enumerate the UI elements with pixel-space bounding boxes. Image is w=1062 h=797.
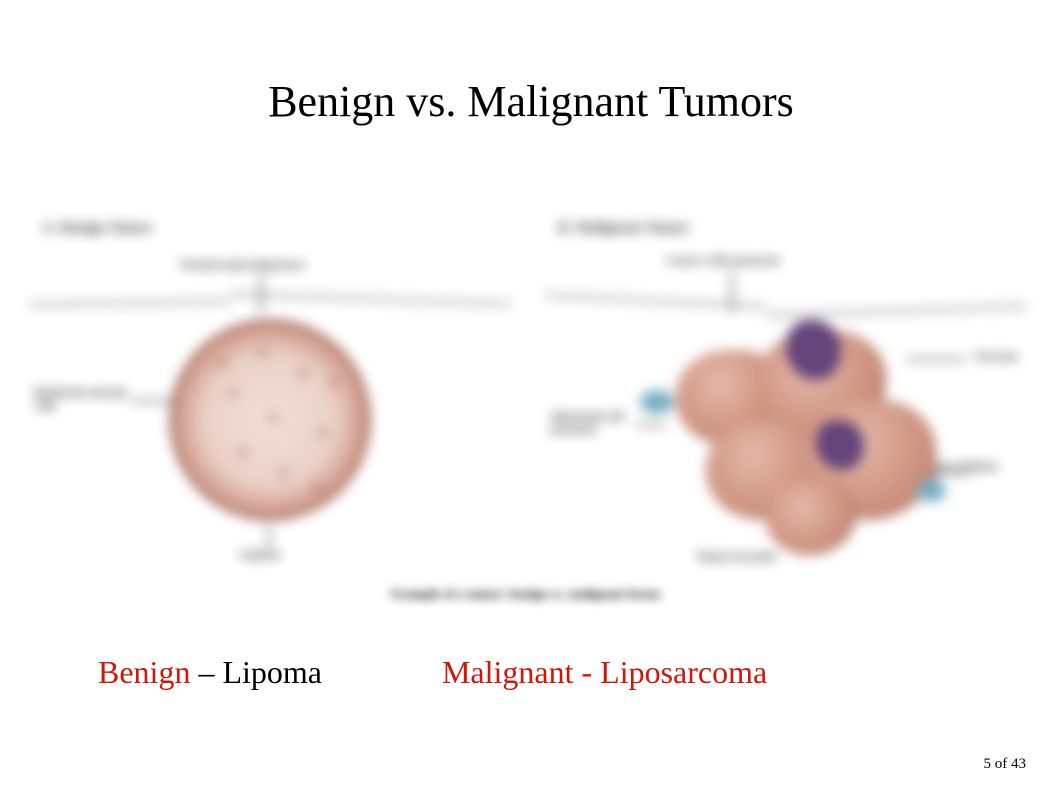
surface-line — [230, 293, 510, 305]
benign-panel: A. Benign Tumor Normal separating layer … — [30, 210, 506, 610]
caption-malignant: Malignant - Liposarcoma — [442, 654, 767, 691]
lead-line — [268, 526, 270, 548]
lead-line — [731, 272, 733, 312]
malignant-panel-label: B. Malignant Tumor — [558, 220, 689, 237]
page-current: 5 — [984, 756, 992, 772]
page-total: 43 — [1011, 756, 1026, 772]
annot-benign-left: Relatively normal cells — [34, 386, 134, 411]
annot-benign-bottom: Lipoma — [240, 548, 280, 561]
surface-line — [30, 300, 230, 305]
page-sep: of — [991, 756, 1011, 772]
caption-row: Benign – Lipoma Malignant - Liposarcoma — [70, 654, 1002, 691]
caption-benign: Benign – Lipoma — [98, 654, 322, 691]
lead-line — [260, 274, 262, 314]
diagram-footer-caption: Example of a tumor: benign vs. malignant… — [316, 586, 736, 608]
benign-panel-label: A. Benign Tumor — [42, 220, 152, 237]
malignant-tumor — [646, 330, 946, 560]
annot-malignant-top: Cancer cells penetrate — [666, 254, 806, 267]
annot-malignant-left: Abnormal cell structure — [550, 410, 650, 435]
caption-benign-red: Benign — [98, 654, 198, 690]
malignant-panel: B. Malignant Tumor Cancer cells penetrat… — [546, 210, 1022, 610]
annot-malignant-right1: Necrosis — [975, 350, 1018, 363]
surface-line — [766, 305, 1026, 316]
diagram-area: A. Benign Tumor Normal separating layer … — [30, 210, 1022, 610]
caption-benign-black: – Lipoma — [198, 654, 322, 690]
annot-benign-top: Normal separating layer — [180, 258, 305, 271]
slide-title: Benign vs. Malignant Tumors — [0, 0, 1062, 127]
page-counter: 5 of 43 — [984, 756, 1027, 773]
benign-tumor — [170, 320, 370, 520]
